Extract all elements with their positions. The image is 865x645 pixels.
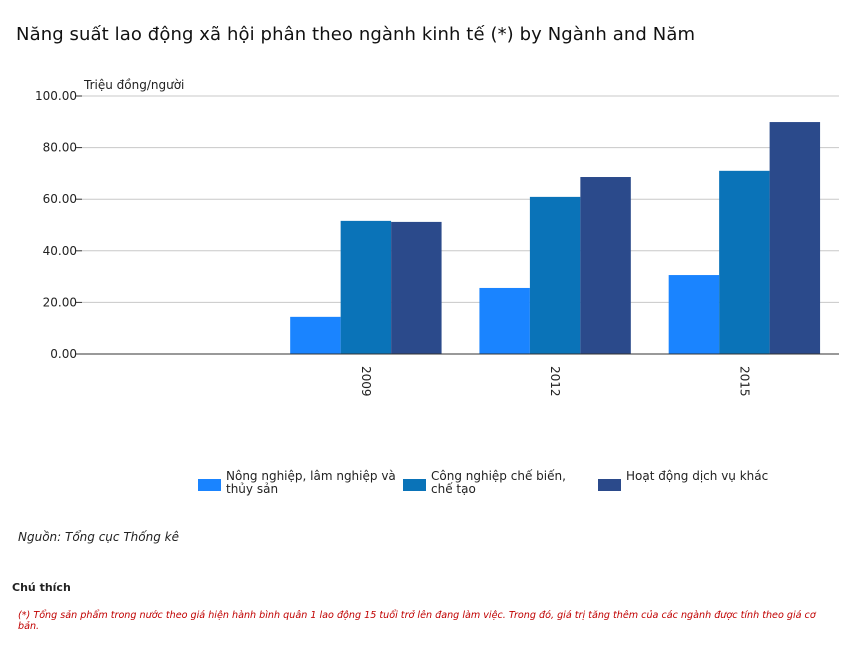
bar-chart: 0.00 20.00 40.00 60.00 80.00 100.00 2009 2012 20… [35, 89, 839, 397]
x-tick-label-2015: 2015 [737, 366, 751, 397]
bar-2012-series-0 [479, 287, 530, 354]
y-tick-label-0: 0.00 [50, 347, 77, 361]
legend-swatch-agriculture [198, 479, 221, 491]
y-axis-label: Triệu đồng/người [84, 78, 185, 92]
y-tick-label-5: 100.00 [35, 89, 77, 103]
bar-2009-series-2 [391, 221, 442, 354]
bar-2012-series-1 [529, 196, 581, 354]
legend-label-manufacturing: Công nghiệp chế biến, chế tạo [431, 469, 566, 496]
bar-2009-series-0 [290, 316, 341, 354]
y-tick-label-1: 20.00 [43, 295, 77, 309]
bar-2012-series-2 [580, 177, 631, 354]
legend-swatch-manufacturing [403, 479, 426, 491]
y-tick-label-4: 80.00 [43, 141, 77, 155]
bar-2015-series-2 [769, 122, 821, 354]
x-tick-label-2012: 2012 [548, 366, 562, 397]
legend-label-agriculture: Nông nghiệp, lâm nghiệp và thủy sản [226, 469, 396, 496]
legend-swatch-services [598, 479, 621, 491]
chart-title: Năng suất lao động xã hội phân theo ngàn… [16, 24, 696, 45]
bar-2015-series-1 [719, 170, 770, 354]
source-note: Nguồn: Tổng cục Thống kê [18, 530, 179, 544]
notes-title: Chú thích [12, 581, 71, 594]
y-tick-label-3: 60.00 [43, 192, 77, 206]
x-tick-label-2009: 2009 [359, 366, 373, 397]
bar-2009-series-1 [340, 220, 392, 354]
y-tick-label-2: 40.00 [43, 244, 77, 258]
bar-2015-series-0 [668, 275, 720, 354]
legend-label-services: Hoạt động dịch vụ khác [626, 469, 769, 483]
notes-text: (*) Tổng sản phẩm trong nước theo giá hi… [18, 610, 816, 632]
